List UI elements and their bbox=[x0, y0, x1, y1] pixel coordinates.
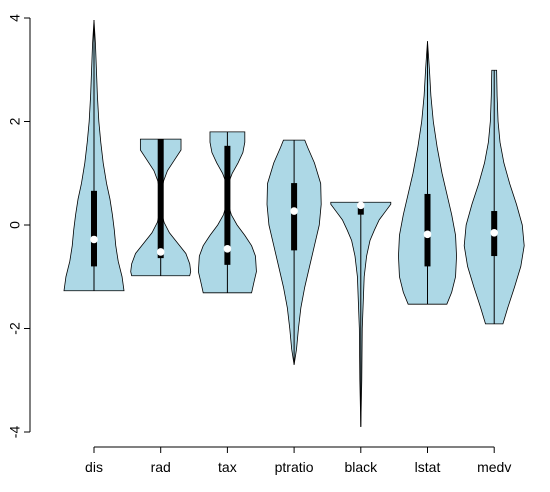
iqr-box-dis bbox=[91, 190, 97, 267]
violin-black bbox=[330, 201, 392, 427]
x-tick-label-ptratio: ptratio bbox=[275, 459, 314, 475]
y-tick-label: 0 bbox=[7, 221, 23, 229]
violin-medv bbox=[463, 69, 525, 325]
iqr-box-rad bbox=[157, 139, 164, 259]
median-point-tax bbox=[223, 245, 232, 253]
x-tick-label-black: black bbox=[344, 459, 378, 475]
y-tick-label: 4 bbox=[7, 14, 23, 22]
y-tick-label: -4 bbox=[7, 426, 23, 439]
x-tick-label-medv: medv bbox=[477, 459, 511, 475]
x-tick-label-tax: tax bbox=[218, 459, 237, 475]
y-tick-label: -2 bbox=[7, 322, 23, 335]
x-axis: dis rad tax ptratio black lstat medv bbox=[85, 446, 511, 475]
median-point-black bbox=[357, 201, 365, 210]
x-tick-label-dis: dis bbox=[85, 459, 103, 475]
iqr-box-ptratio bbox=[291, 183, 298, 251]
x-tick-label-lstat: lstat bbox=[415, 459, 441, 475]
iqr-box-tax bbox=[224, 145, 231, 265]
median-point-ptratio bbox=[290, 207, 298, 215]
violin-ptratio bbox=[266, 139, 322, 365]
y-axis: -4 -2 0 2 4 bbox=[7, 14, 31, 439]
violin-series bbox=[63, 20, 525, 427]
violin-rad bbox=[130, 138, 192, 277]
violin-tax bbox=[197, 131, 257, 294]
violin-dis bbox=[63, 20, 125, 292]
median-point-medv bbox=[490, 228, 499, 237]
median-point-lstat bbox=[423, 230, 432, 239]
iqr-box-lstat bbox=[424, 193, 431, 267]
median-point-rad bbox=[156, 248, 165, 256]
x-tick-label-rad: rad bbox=[151, 459, 171, 475]
median-point-dis bbox=[90, 235, 98, 244]
y-tick-label: 2 bbox=[7, 117, 23, 125]
violin-lstat bbox=[398, 41, 457, 305]
